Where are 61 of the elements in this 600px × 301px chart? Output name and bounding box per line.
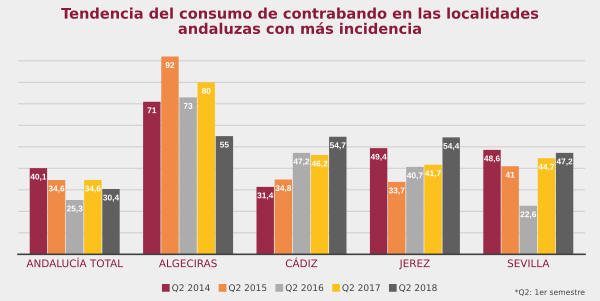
bar — [538, 158, 556, 254]
bar — [143, 102, 161, 254]
bar — [310, 155, 328, 254]
legend-label: Q2 2018 — [399, 284, 437, 292]
x-tick-label: ALGECIRAS — [158, 259, 217, 268]
bar — [370, 148, 388, 254]
bar — [442, 137, 460, 254]
chart-title: Tendencia del consumo de contrabando en las localidades andaluzas con más incidencia — [61, 8, 538, 34]
data-label: 47,2 — [294, 158, 310, 166]
data-label: 40,1 — [30, 174, 46, 181]
data-label: 73 — [184, 102, 192, 109]
bar — [84, 180, 102, 254]
bar — [406, 166, 424, 254]
bar — [329, 136, 346, 254]
data-label: 41,7 — [425, 170, 441, 178]
data-label: 30,4 — [103, 194, 120, 202]
bar — [216, 136, 234, 254]
bar — [66, 200, 84, 254]
data-label: 92 — [166, 62, 174, 68]
data-label: 54,7 — [330, 142, 346, 150]
legend-label: Q2 2014 — [172, 284, 210, 292]
data-label: 22,6 — [520, 211, 536, 218]
bar — [520, 206, 538, 254]
bar — [388, 182, 406, 254]
legend-label: Q2 2015 — [228, 284, 266, 292]
bar — [556, 152, 574, 254]
bar — [30, 168, 48, 254]
x-tick-label: CÁDIZ — [286, 257, 318, 268]
data-label: 34,6 — [48, 186, 64, 193]
data-label: 55 — [220, 142, 229, 148]
bar — [161, 56, 179, 254]
data-label: 54,4 — [443, 143, 460, 150]
x-tick-label: JEREZ — [399, 260, 430, 270]
data-label: 34,8 — [275, 185, 292, 192]
data-label: 46,2 — [312, 160, 328, 168]
data-label: 33,7 — [388, 187, 404, 195]
data-label: 80 — [202, 88, 211, 94]
bar — [256, 186, 274, 254]
x-tick-label: SEVILLA — [508, 259, 550, 268]
bar — [501, 166, 519, 254]
data-label: 48,6 — [484, 155, 500, 163]
data-label: 31,4 — [257, 192, 274, 200]
data-label: 71 — [148, 107, 156, 114]
data-label: 40,7 — [406, 172, 423, 180]
data-label: 47,2 — [556, 158, 572, 166]
bar — [483, 150, 501, 254]
bar — [179, 97, 197, 254]
data-label: 34,6 — [84, 186, 101, 193]
bar — [292, 152, 310, 254]
x-tick-label: ANDALUCÍA TOTAL — [26, 257, 123, 268]
bar — [198, 82, 215, 254]
bar — [424, 164, 442, 254]
bar — [48, 180, 66, 254]
data-label: 44,7 — [538, 164, 554, 171]
bar — [102, 188, 120, 254]
legend-label: Q2 2016 — [286, 284, 324, 292]
data-label: 49,4 — [370, 154, 387, 161]
bar — [274, 180, 292, 254]
data-label: 41 — [506, 172, 515, 178]
data-label: 25,3 — [66, 206, 83, 213]
legend-label: Q2 2017 — [342, 284, 380, 292]
